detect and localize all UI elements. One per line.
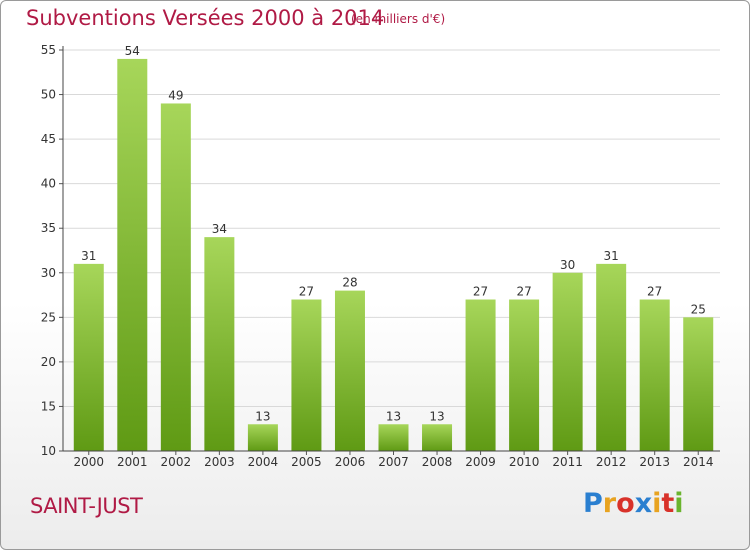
data-label: 49 [168, 88, 183, 102]
x-tick-label: 2013 [639, 455, 670, 469]
y-tick-label: 20 [41, 355, 56, 369]
value-labels: 31 54 49 34 13 27 28 13 13 27 27 30 31 27 25 [81, 44, 706, 423]
x-tick-label: 2007 [378, 455, 409, 469]
data-label: 25 [691, 302, 706, 316]
bar [465, 299, 496, 451]
y-tick-label: 10 [41, 444, 56, 458]
x-tick-label: 2002 [161, 455, 192, 469]
x-tick-label: 2012 [596, 455, 627, 469]
data-label: 31 [604, 249, 619, 263]
chart-unit: (en milliers d'€) [351, 12, 446, 26]
bar [291, 299, 322, 451]
x-tick-label: 2010 [509, 455, 540, 469]
x-tick-label: 2000 [73, 455, 104, 469]
bar [117, 58, 148, 452]
y-tick-label: 50 [41, 88, 56, 102]
y-tick-label: 55 [41, 43, 56, 57]
logo-letter: P [583, 488, 603, 519]
data-label: 13 [429, 409, 444, 423]
bar [247, 424, 278, 451]
chart-title: Subventions Versées 2000 à 2014 [26, 6, 385, 30]
x-tick-label: 2009 [465, 455, 496, 469]
logo-letter: t [661, 488, 675, 519]
x-tick-label: 2004 [248, 455, 279, 469]
data-label: 27 [516, 285, 531, 299]
proxiti-logo: Proxiti [583, 488, 684, 519]
x-tick-label: 2006 [335, 455, 366, 469]
x-tick-label: 2005 [291, 455, 322, 469]
data-label: 27 [647, 285, 662, 299]
data-label: 34 [212, 222, 227, 236]
data-label: 27 [299, 285, 314, 299]
data-label: 13 [255, 409, 270, 423]
data-label: 54 [125, 44, 140, 58]
logo-letter: i [652, 488, 662, 519]
x-tick-label: 2011 [552, 455, 583, 469]
bar [639, 299, 670, 451]
data-label: 30 [560, 258, 575, 272]
x-tick-label: 2003 [204, 455, 235, 469]
data-label: 28 [342, 276, 357, 290]
bar [683, 317, 714, 451]
bar [509, 299, 540, 451]
bars [73, 58, 714, 452]
x-tick-label: 2014 [683, 455, 714, 469]
logo-letter: r [602, 488, 617, 519]
bar [596, 263, 627, 451]
logo-letter: x [634, 488, 653, 519]
y-tick-label: 35 [41, 221, 56, 235]
y-tick-label: 40 [41, 177, 56, 191]
y-tick-label: 45 [41, 132, 56, 146]
bar [422, 424, 453, 451]
bar [378, 424, 409, 451]
bar [552, 272, 583, 451]
town-name: SAINT-JUST [30, 494, 143, 518]
x-tick-label: 2008 [422, 455, 453, 469]
data-label: 27 [473, 285, 488, 299]
bar [73, 263, 104, 451]
data-label: 13 [386, 409, 401, 423]
y-tick-label: 15 [41, 399, 56, 413]
x-tick-label: 2001 [117, 455, 148, 469]
bar [160, 103, 191, 451]
y-tick-label: 25 [41, 310, 56, 324]
data-label: 31 [81, 249, 96, 263]
logo-letter: i [674, 488, 684, 519]
axes: 10 15 20 25 30 35 40 45 50 55 2000 2001 2002 2003 2004… [41, 43, 720, 469]
bar [334, 290, 365, 451]
logo-letter: o [616, 488, 635, 519]
bar [204, 237, 235, 451]
y-tick-label: 30 [41, 266, 56, 280]
